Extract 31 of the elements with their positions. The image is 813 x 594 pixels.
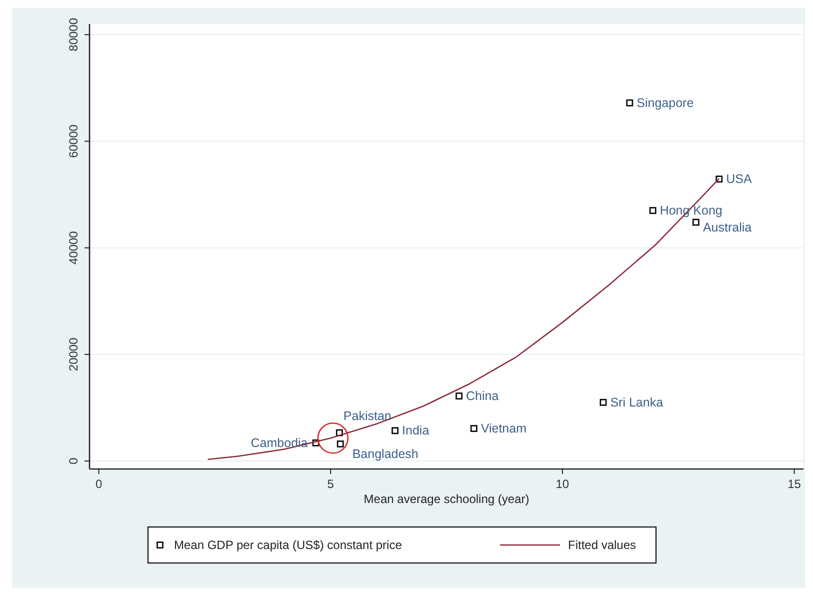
annotation: Vietnam xyxy=(480,421,527,436)
point xyxy=(692,218,700,226)
point xyxy=(470,425,478,432)
point xyxy=(392,427,399,434)
y-tick-label: 60000 xyxy=(66,124,81,158)
y-tick-label: 80000 xyxy=(66,18,81,52)
annotation: Hong Kong xyxy=(660,204,722,218)
legend-label: Mean GDP per capita (US$) constant price xyxy=(174,538,402,552)
annotation: Pakistan xyxy=(343,408,392,423)
annotation: Singapore xyxy=(636,96,694,110)
x-tick-label: 15 xyxy=(788,477,802,491)
annotation: Bangladesh xyxy=(352,446,418,461)
legend-label: Fitted values xyxy=(568,538,636,552)
annotation: Sri Lanka xyxy=(610,395,664,410)
point xyxy=(649,207,656,214)
x-tick-label: 0 xyxy=(95,477,102,491)
x-axis-title: Mean average schooling (year) xyxy=(364,492,530,506)
point xyxy=(600,398,607,406)
x-tick-label: 10 xyxy=(556,477,570,491)
point xyxy=(456,392,462,400)
annotation: China xyxy=(466,388,499,403)
x-tick-label: 5 xyxy=(327,477,334,491)
point xyxy=(626,99,634,106)
annotation: USA xyxy=(726,172,753,186)
annotation: India xyxy=(402,424,430,438)
annotation: Cambodia xyxy=(250,436,308,450)
point xyxy=(336,440,344,448)
y-tick-label: 40000 xyxy=(66,230,81,265)
y-tick-label: 20000 xyxy=(66,337,81,372)
annotation: Australia xyxy=(702,220,752,234)
y-tick-label: 0 xyxy=(66,457,81,464)
